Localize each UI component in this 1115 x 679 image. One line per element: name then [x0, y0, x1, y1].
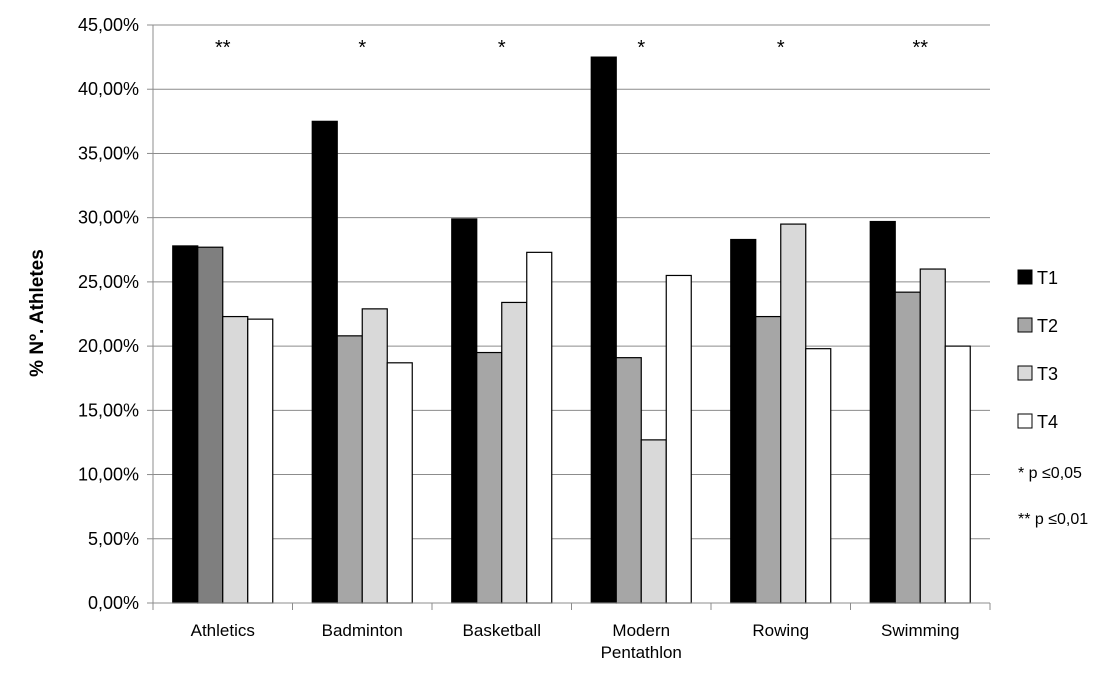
significance-note: * p ≤0,05	[1018, 465, 1082, 482]
bar-t2-5	[894, 291, 921, 604]
bar-t3-2	[501, 301, 528, 604]
x-category-label: Modern Pentathlon	[601, 621, 682, 662]
bar-t2-0	[197, 246, 224, 604]
legend-swatch-t2	[1017, 317, 1033, 333]
axes	[147, 24, 991, 610]
bar-t3-4	[780, 223, 807, 604]
legend-label-t4: T4	[1037, 412, 1058, 432]
significance-marker: *	[637, 37, 645, 59]
bar-t4-4	[805, 348, 832, 604]
category-labels: Athletics Badminton Basketball Modern Pentat…	[191, 621, 960, 662]
significance-marker: **	[215, 37, 231, 59]
y-tick-label: 20,00%	[78, 336, 139, 356]
significance-notes: * p ≤0,05 ** p ≤0,01	[1018, 465, 1088, 528]
x-category-label: Rowing	[752, 621, 809, 640]
significance-marker: *	[498, 37, 506, 59]
significance-marker: *	[777, 37, 785, 59]
y-tick-label: 45,00%	[78, 15, 139, 35]
x-category-label: Athletics	[191, 621, 255, 640]
y-tick-labels: 0,00% 5,00% 10,00% 15,00% 20,00% 25,00% 30,00%…	[78, 15, 139, 613]
bar-t1-3	[590, 56, 617, 604]
y-tick-label: 15,00%	[78, 400, 139, 420]
bar-t4-0	[247, 318, 274, 604]
significance-marker: *	[358, 37, 366, 59]
significance-markers: ** * * * * **	[215, 37, 928, 59]
bar-t1-5	[869, 220, 896, 604]
bar-t2-2	[476, 351, 503, 604]
y-tick-label: 0,00%	[88, 593, 139, 613]
x-category-label: Basketball	[463, 621, 541, 640]
bar-t3-1	[361, 308, 388, 604]
bar-t4-5	[944, 345, 971, 604]
significance-note: ** p ≤0,01	[1018, 511, 1088, 528]
y-tick-label: 5,00%	[88, 529, 139, 549]
y-axis-label: % Nº. Athletes	[27, 249, 48, 377]
bar-t4-2	[526, 251, 553, 604]
bar-t3-0	[222, 315, 249, 604]
significance-marker: **	[912, 37, 928, 59]
legend-swatch-t3	[1017, 365, 1033, 381]
bar-t1-0	[172, 245, 199, 604]
bars	[172, 56, 971, 604]
x-category-label: Swimming	[881, 621, 959, 640]
legend-swatch-t1	[1017, 269, 1033, 285]
bar-t3-5	[919, 268, 946, 604]
legend: T1 T2 T3 T4	[1017, 268, 1058, 432]
bar-t1-2	[451, 218, 478, 604]
legend-label-t1: T1	[1037, 268, 1058, 288]
bar-t4-1	[386, 362, 413, 604]
y-tick-label: 40,00%	[78, 79, 139, 99]
bar-t3-3	[640, 439, 667, 604]
legend-swatch-t4	[1017, 413, 1033, 429]
y-tick-label: 30,00%	[78, 208, 139, 228]
bar-t1-1	[311, 120, 338, 604]
gridlines	[153, 24, 990, 540]
y-tick-label: 10,00%	[78, 465, 139, 485]
y-tick-label: 35,00%	[78, 143, 139, 163]
x-category-label: Badminton	[322, 621, 403, 640]
bar-t4-3	[665, 274, 692, 604]
legend-label-t2: T2	[1037, 316, 1058, 336]
bar-t1-4	[730, 238, 757, 604]
bar-t2-1	[336, 335, 363, 604]
y-tick-label: 25,00%	[78, 272, 139, 292]
bar-t2-3	[615, 357, 642, 604]
legend-label-t3: T3	[1037, 364, 1058, 384]
bar-t2-4	[755, 315, 782, 604]
